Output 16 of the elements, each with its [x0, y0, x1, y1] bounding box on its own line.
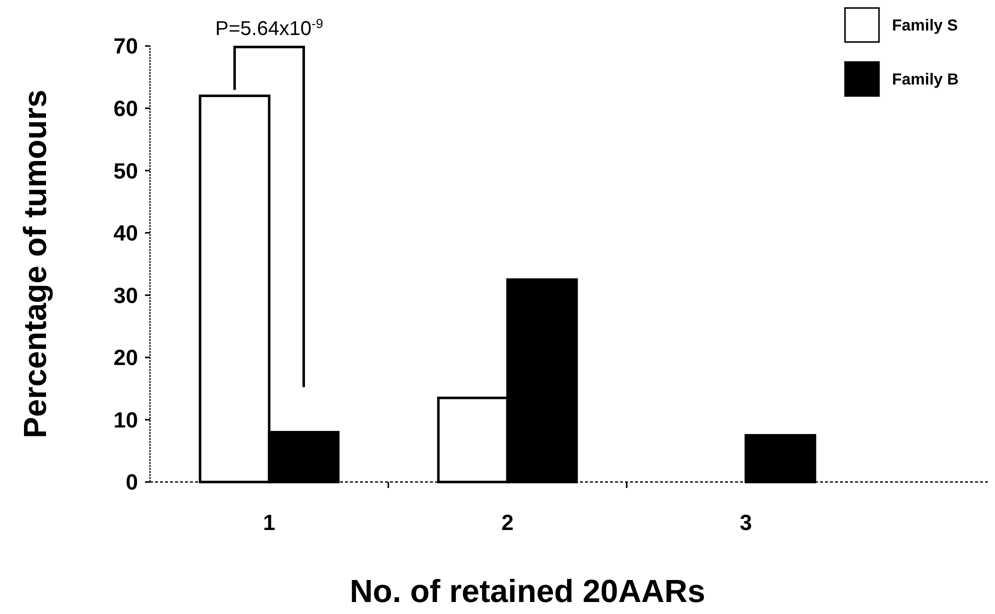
x-tick-label: 1 [263, 510, 276, 535]
x-axis-title: No. of retained 20AARs [350, 573, 706, 609]
y-tick-label: 0 [126, 470, 138, 495]
y-tick-label: 30 [114, 282, 138, 308]
legend-label: Family B [892, 72, 959, 89]
x-tick-label: 2 [501, 510, 514, 535]
y-tick-label: 60 [114, 96, 138, 121]
text: P=5.64x10$^{-9}$ [215, 16, 324, 40]
y-tick-label: 40 [114, 220, 138, 246]
y-tick-label: 70 [114, 34, 138, 59]
y-tick-label: 10 [114, 407, 138, 432]
y-tick-label: 50 [114, 158, 138, 184]
x-tick-label: 3 [740, 510, 752, 535]
y-axis-title: Percentage of tumours [17, 90, 53, 438]
legend-label: Family S [892, 18, 958, 35]
y-tick-label: 20 [114, 345, 138, 370]
